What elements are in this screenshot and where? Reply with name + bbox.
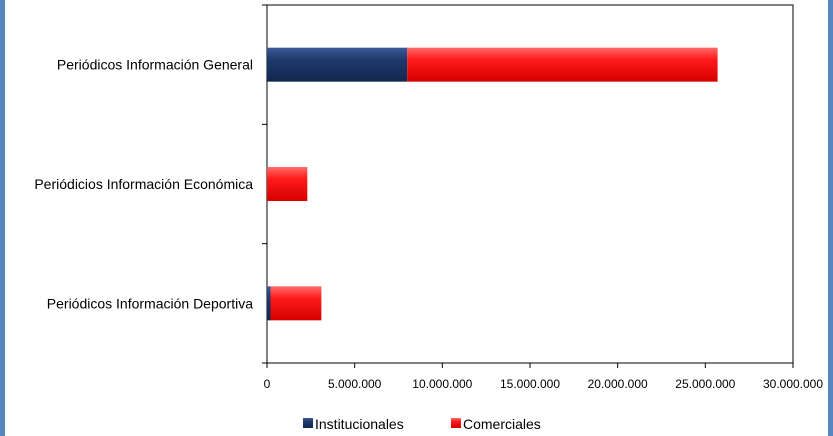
x-tick-label: 15.000.000 [500,377,560,391]
x-tick-label: 30.000.000 [763,377,823,391]
bar-chart: Periódicos Información General Periódicio… [34,4,823,432]
bar-comerciales-1 [407,47,718,82]
legend-label-institucionales: Institucionales [315,416,404,432]
category-label: Periódicos Información General [57,57,253,73]
x-tick-label: 25.000.000 [675,377,735,391]
plot-area [262,4,794,364]
category-label: Periódicios Información Económica [34,176,253,192]
category-labels: Periódicos Información General Periódicio… [34,57,253,312]
bar-comerciales-3 [270,286,322,321]
x-tick-label: 5.000.000 [328,377,382,391]
legend-swatch-institucionales [303,418,313,428]
bar-comerciales-2 [267,167,308,201]
legend-swatch-comerciales [451,418,461,428]
x-tick-label: 20.000.000 [588,377,648,391]
x-tick-label: 10.000.000 [412,377,472,391]
legend-label-comerciales: Comerciales [463,416,541,432]
bar-institucionales-3 [267,286,271,321]
x-tick-label: 0 [264,377,271,391]
bar-institucionales-1 [267,47,408,82]
x-axis: 0 5.000.000 10.000.000 15.000.000 20.000.000… [264,363,823,391]
category-label: Periódicos Información Deportiva [47,295,253,311]
legend: Institucionales Comerciales [303,416,541,432]
